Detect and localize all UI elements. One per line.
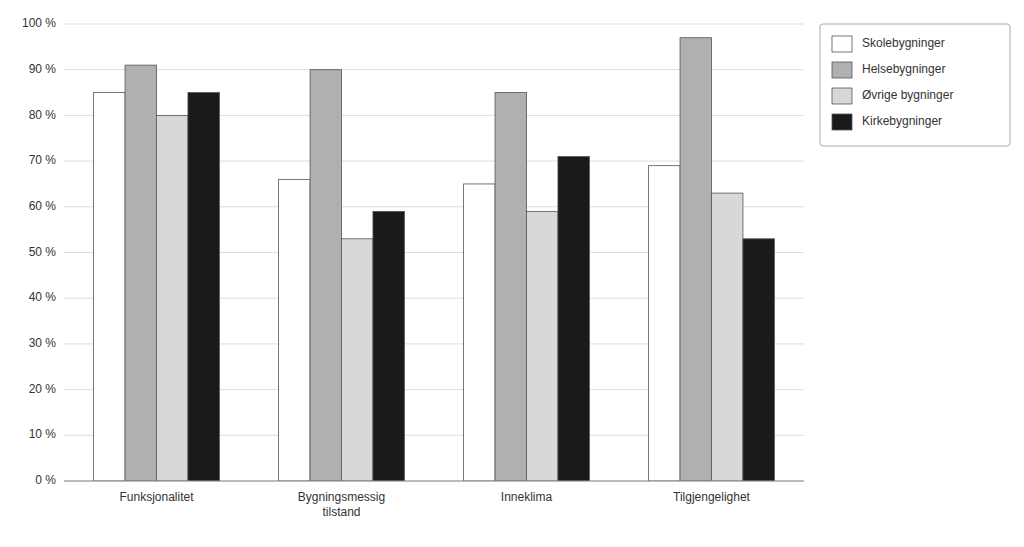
legend-frame: [820, 24, 1010, 146]
bar: [279, 179, 310, 481]
chart: 0 % 10 % 20 % 30 % 40 % 50 % 60 % 70 % 80 % 90 % 1…: [0, 0, 1024, 547]
bar: [188, 93, 219, 481]
legend-label: Skolebygninger: [862, 36, 945, 50]
x-tick-label: Bygningsmessigtilstand: [298, 490, 385, 519]
y-tick-label: 80 %: [29, 108, 57, 122]
y-tick-label: 0 %: [35, 473, 56, 487]
y-tick-label: 10 %: [29, 427, 57, 441]
y-tick-label: 50 %: [29, 245, 57, 259]
legend-swatch: [832, 114, 852, 130]
y-tick-label: 30 %: [29, 336, 57, 350]
legend-swatch: [832, 88, 852, 104]
bar: [558, 157, 589, 481]
y-tick-label: 90 %: [29, 62, 57, 76]
legend-swatch: [832, 62, 852, 78]
bar: [157, 115, 188, 481]
x-axis-line: [64, 481, 804, 482]
bar: [373, 211, 404, 481]
bar: [94, 93, 125, 481]
y-tick-label: 60 %: [29, 199, 57, 213]
x-tick-label: Tilgjengelighet: [673, 490, 751, 504]
x-tick-label: Funksjonalitet: [119, 490, 194, 504]
y-tick-label: 100 %: [22, 16, 56, 30]
bar: [527, 211, 558, 481]
bar: [712, 193, 743, 481]
bars: [94, 38, 775, 481]
y-tick-label: 70 %: [29, 153, 57, 167]
y-tick-label: 20 %: [29, 382, 57, 396]
bar: [310, 70, 341, 481]
bar: [743, 239, 774, 481]
bar: [495, 93, 526, 481]
legend: Skolebygninger Helsebygninger Øvrige bygni…: [820, 24, 1010, 146]
legend-label: Øvrige bygninger: [862, 88, 953, 102]
bar: [125, 65, 156, 481]
grid-line: [64, 481, 804, 482]
grid: [64, 24, 804, 481]
bar: [464, 184, 495, 481]
grid-line: [64, 24, 804, 25]
legend-label: Helsebygninger: [862, 62, 945, 76]
legend-label: Kirkebygninger: [862, 114, 942, 128]
y-tick-label: 40 %: [29, 290, 57, 304]
legend-swatch: [832, 36, 852, 52]
x-tick-label: Inneklima: [501, 490, 553, 504]
bar: [680, 38, 711, 481]
bar: [649, 166, 680, 481]
bar: [342, 239, 373, 481]
